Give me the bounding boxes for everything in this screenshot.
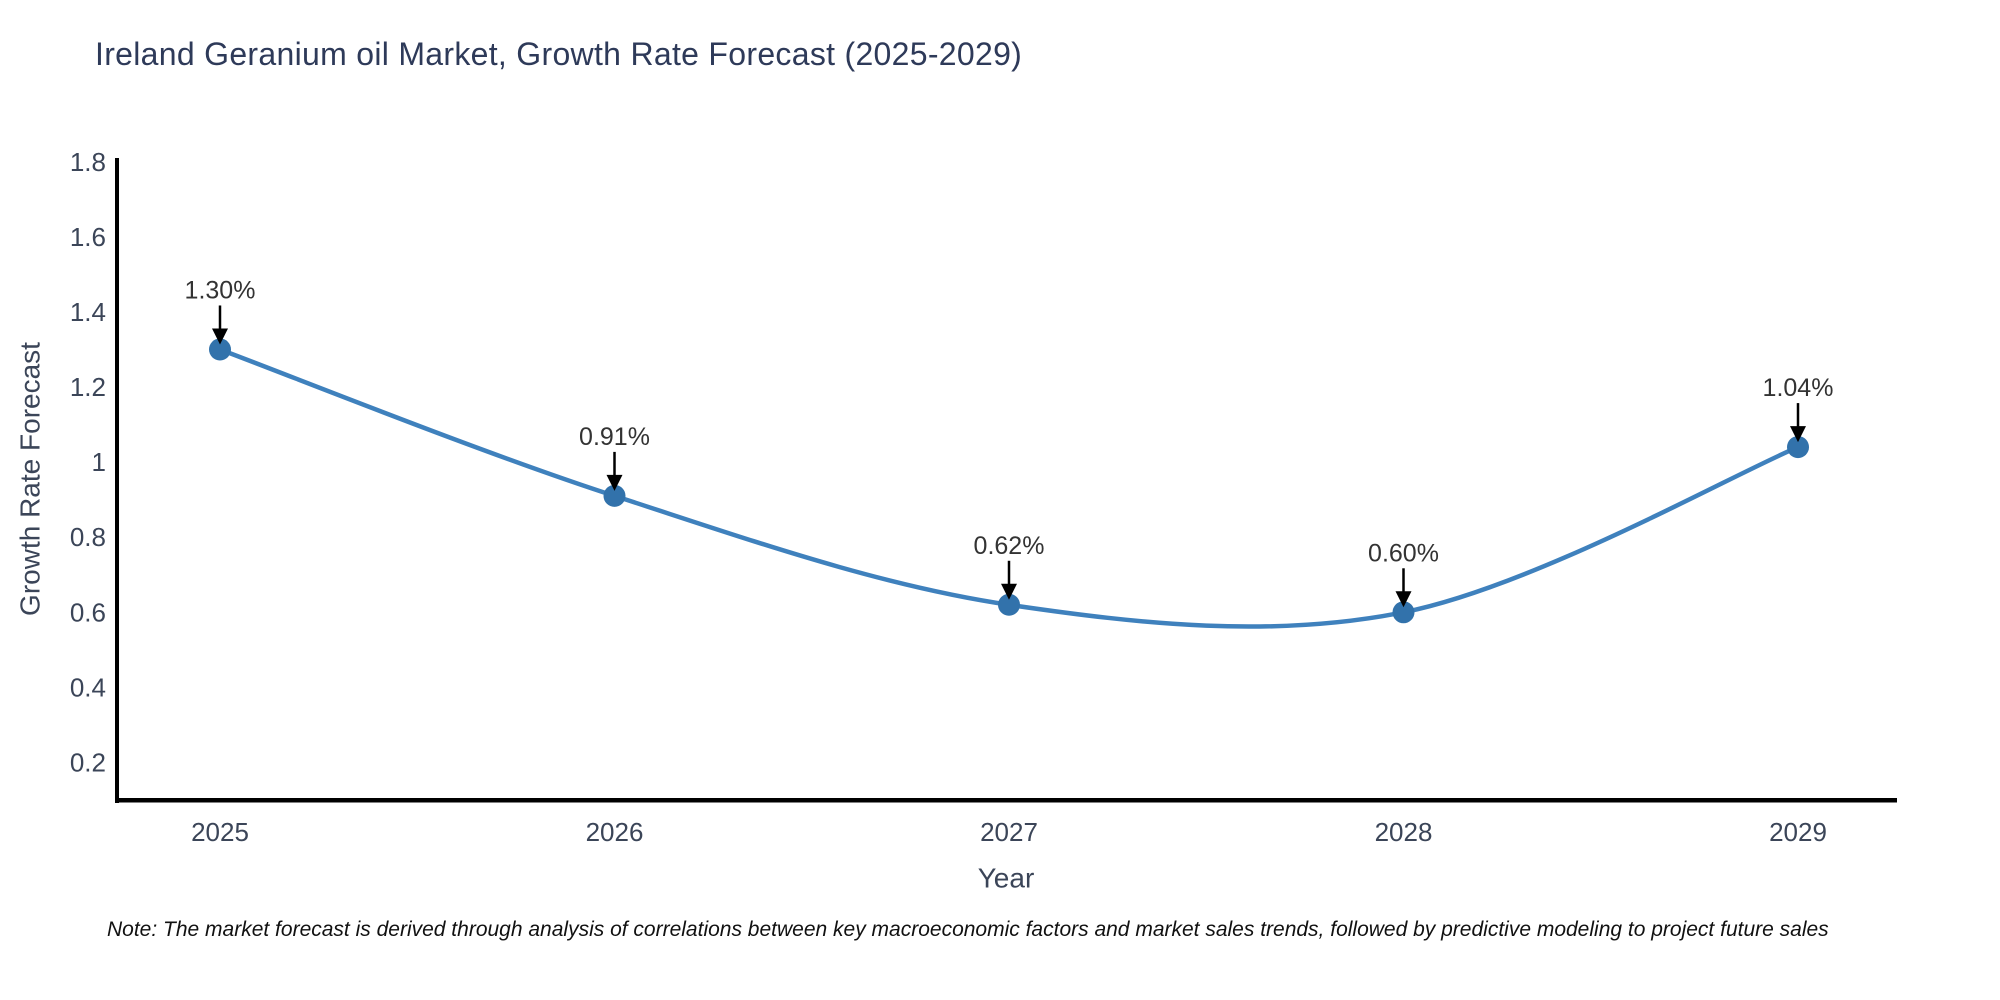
series-growth-rate-forecast (209, 338, 1809, 629)
x-tick-label: 2029 (1769, 817, 1827, 847)
x-axis-line (115, 798, 1897, 803)
annotation-arrowhead (1395, 591, 1412, 608)
data-annotations: 1.30% 0.91% 0.62% 0.60% 1.04% (185, 276, 1834, 608)
data-point-marker[interactable] (998, 593, 1020, 616)
x-axis-title: Year (978, 863, 1035, 894)
data-point-marker[interactable] (603, 484, 626, 507)
x-tick-label: 2028 (1375, 817, 1433, 847)
footnote: Note: The market forecast is derived thr… (107, 918, 1829, 941)
y-tick-label: 1.6 (70, 222, 106, 252)
annotation-arrowhead (1001, 583, 1017, 600)
data-point-marker[interactable] (1392, 601, 1415, 624)
y-tick-label: 0.4 (70, 672, 106, 702)
y-tick-label: 1.4 (70, 297, 106, 327)
point-value-label: 0.60% (1368, 539, 1439, 567)
chart-title: Ireland Geranium oil Market, Growth Rate… (95, 36, 1023, 72)
point-value-label: 1.30% (185, 276, 256, 304)
axes: 0.2 0.4 0.6 0.8 1 1.2 1.4 1.6 1.8 2025 2026 2027 202… (15, 147, 1897, 894)
y-axis-title: Growth Rate Forecast (15, 342, 46, 616)
x-tick-label: 2027 (980, 817, 1038, 847)
y-tick-label: 0.2 (70, 747, 106, 777)
data-point-marker[interactable] (1787, 436, 1809, 459)
annotation-arrowhead (212, 328, 228, 345)
y-tick-label: 1 (92, 447, 106, 477)
annotation-arrowhead (1790, 426, 1806, 443)
point-value-label: 0.62% (974, 532, 1045, 560)
data-point-marker[interactable] (209, 338, 231, 361)
point-value-label: 1.04% (1763, 374, 1834, 402)
y-axis-line (115, 158, 119, 803)
x-tick-label: 2025 (191, 817, 249, 847)
y-tick-label: 0.6 (70, 597, 106, 627)
annotation-arrowhead (606, 474, 623, 491)
y-tick-label: 1.2 (70, 372, 106, 402)
x-tick-label: 2026 (586, 817, 644, 847)
point-value-label: 0.91% (579, 423, 650, 451)
y-tick-label: 0.8 (70, 522, 106, 552)
y-tick-label: 1.8 (70, 147, 106, 177)
